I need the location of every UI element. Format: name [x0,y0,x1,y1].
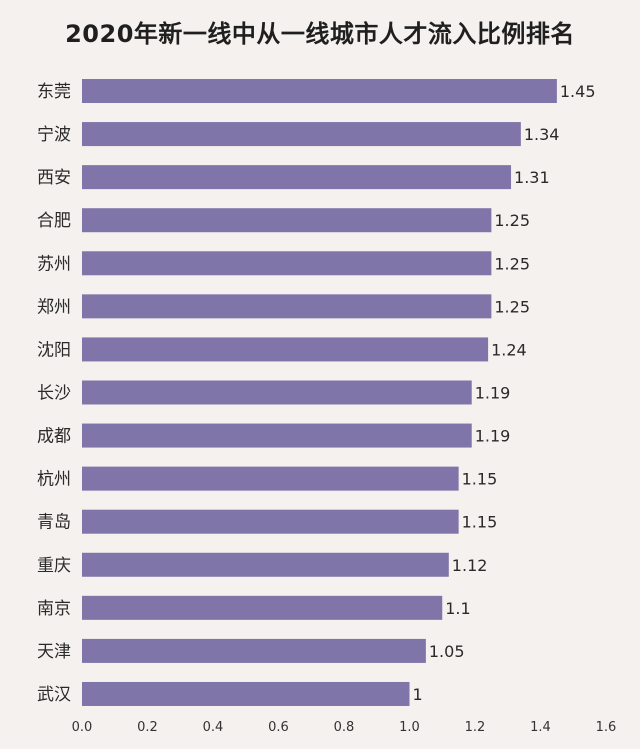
category-label: 青岛 [37,513,71,533]
bar [82,294,492,319]
x-tick-label: 0.0 [72,720,93,735]
bar [82,380,472,405]
category-label: 苏州 [37,254,71,274]
category-label: 西安 [37,168,71,188]
category-label: 合肥 [37,211,71,231]
x-tick-label: 0.8 [334,720,355,735]
chart-title: 2020年新一线中从一线城市人才流入比例排名 [65,20,575,48]
category-label: 杭州 [37,470,71,490]
x-tick-label: 1.0 [399,720,420,735]
value-label: 1.31 [514,168,550,187]
x-tick-label: 0.6 [268,720,289,735]
category-label: 宁波 [37,125,71,145]
bar [82,251,492,276]
value-label: 1.25 [494,211,530,230]
value-label: 1.19 [475,383,511,402]
category-label: 天津 [37,642,71,662]
bar [82,681,410,706]
category-label: 武汉 [37,685,71,705]
x-tick-label: 1.2 [465,720,486,735]
value-label: 1.15 [462,470,498,489]
value-label: 1 [413,685,423,704]
category-label: 重庆 [37,556,71,576]
x-tick-label: 1.6 [596,720,617,735]
bar [82,466,459,491]
value-label: 1.15 [462,513,498,532]
category-label: 郑州 [37,297,71,317]
bar [82,638,426,663]
value-label: 1.1 [445,599,470,618]
bar [82,423,472,448]
value-label: 1.45 [560,82,596,101]
value-label: 1.24 [491,340,527,359]
x-tick-label: 1.4 [530,720,551,735]
value-label: 1.25 [494,297,530,316]
category-label: 沈阳 [37,340,71,360]
value-label: 1.25 [494,254,530,273]
value-label: 1.05 [429,642,465,661]
bar [82,208,492,233]
category-label: 成都 [37,427,71,447]
bar [82,509,459,534]
bar [82,595,443,620]
category-label: 长沙 [37,383,71,403]
category-label: 南京 [37,599,71,619]
bar [82,79,557,103]
value-label: 1.12 [452,556,488,575]
value-label: 1.34 [524,125,560,144]
x-tick-label: 0.2 [137,720,158,735]
bar [82,165,512,190]
category-label: 东莞 [37,82,71,102]
bar [82,552,449,577]
value-label: 1.19 [475,427,511,446]
bar [82,337,489,362]
bar [82,122,521,147]
x-tick-label: 0.4 [203,720,224,735]
